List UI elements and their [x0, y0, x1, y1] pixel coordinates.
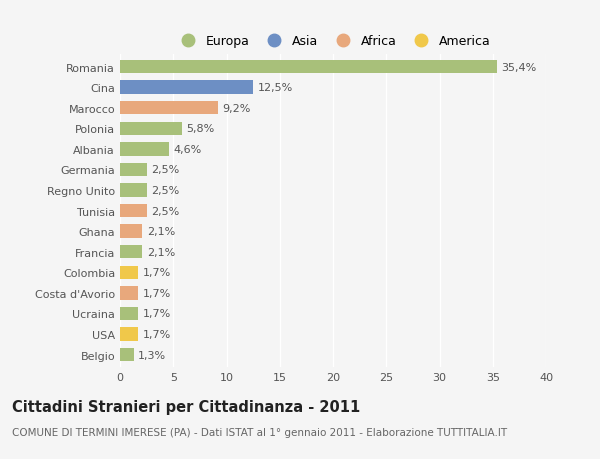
Bar — [120, 102, 218, 115]
Bar — [120, 286, 138, 300]
Text: 12,5%: 12,5% — [257, 83, 293, 93]
Bar — [120, 266, 138, 280]
Bar — [120, 348, 134, 362]
Text: 2,1%: 2,1% — [146, 247, 175, 257]
Bar — [120, 246, 142, 259]
Text: 9,2%: 9,2% — [222, 103, 251, 113]
Bar — [120, 204, 146, 218]
Text: 1,7%: 1,7% — [142, 288, 170, 298]
Legend: Europa, Asia, Africa, America: Europa, Asia, Africa, America — [170, 30, 496, 53]
Bar — [120, 81, 253, 95]
Text: 2,5%: 2,5% — [151, 165, 179, 175]
Text: Cittadini Stranieri per Cittadinanza - 2011: Cittadini Stranieri per Cittadinanza - 2… — [12, 399, 360, 414]
Bar — [120, 225, 142, 238]
Text: 2,5%: 2,5% — [151, 185, 179, 196]
Bar — [120, 328, 138, 341]
Text: 2,1%: 2,1% — [146, 227, 175, 237]
Bar — [120, 123, 182, 136]
Text: 1,3%: 1,3% — [138, 350, 166, 360]
Text: 35,4%: 35,4% — [501, 62, 536, 73]
Text: COMUNE DI TERMINI IMERESE (PA) - Dati ISTAT al 1° gennaio 2011 - Elaborazione TU: COMUNE DI TERMINI IMERESE (PA) - Dati IS… — [12, 427, 507, 437]
Text: 4,6%: 4,6% — [173, 145, 202, 155]
Bar — [120, 61, 497, 74]
Bar — [120, 184, 146, 197]
Text: 1,7%: 1,7% — [142, 268, 170, 278]
Text: 1,7%: 1,7% — [142, 330, 170, 339]
Text: 5,8%: 5,8% — [186, 124, 214, 134]
Text: 2,5%: 2,5% — [151, 206, 179, 216]
Bar — [120, 163, 146, 177]
Bar — [120, 307, 138, 320]
Text: 1,7%: 1,7% — [142, 309, 170, 319]
Bar — [120, 143, 169, 156]
